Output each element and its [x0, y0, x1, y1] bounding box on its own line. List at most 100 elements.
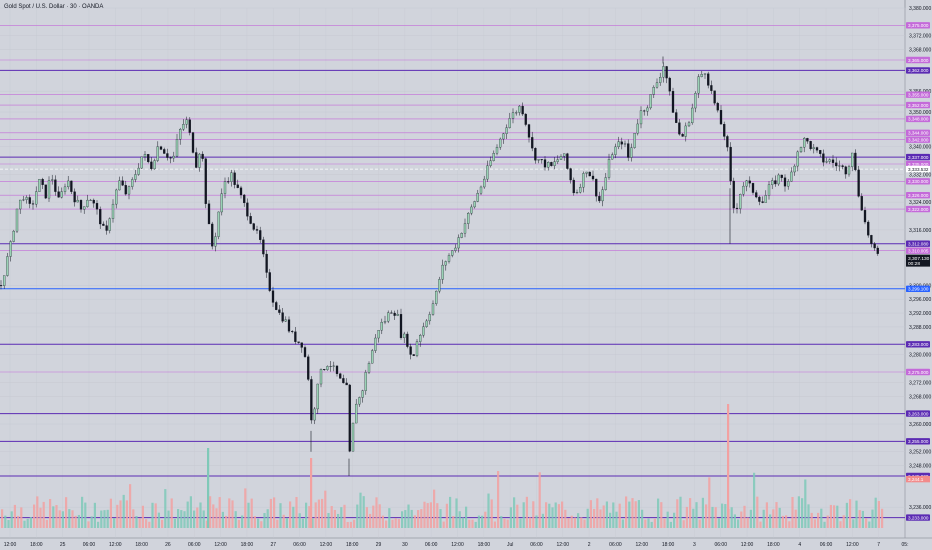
- candle-down: [54, 179, 57, 192]
- volume-bar: [698, 519, 701, 528]
- candle-up: [611, 154, 614, 160]
- candle-up: [607, 159, 611, 178]
- candle-down: [287, 319, 291, 332]
- volume-bar: [349, 521, 352, 528]
- candle-up: [358, 397, 361, 405]
- volume-bar: [161, 519, 164, 528]
- candle-up: [223, 181, 227, 194]
- volume-bar: [196, 507, 199, 528]
- level-label-box: [906, 67, 930, 74]
- y-tick-label: 3,340.000: [909, 145, 931, 151]
- volume-bar: [612, 502, 615, 528]
- candle-down: [569, 168, 572, 181]
- volume-bar: [36, 496, 39, 528]
- volume-bar: [26, 518, 29, 528]
- volume-bar: [183, 511, 186, 528]
- candle-up: [617, 141, 620, 148]
- candle-down: [521, 105, 524, 115]
- level-label-box: [906, 240, 930, 247]
- candle-up: [284, 319, 287, 322]
- volume-bar: [442, 521, 445, 528]
- volume-bar: [762, 509, 765, 528]
- candle-up: [799, 147, 803, 153]
- candle-up: [182, 124, 185, 130]
- volume-bar: [122, 494, 125, 528]
- candle-up: [767, 184, 771, 196]
- candle-down: [761, 201, 764, 203]
- volume-bar: [68, 509, 71, 528]
- candle-down: [627, 143, 630, 158]
- volume-bar: [529, 517, 532, 528]
- candle-up: [134, 174, 137, 180]
- volume-bar: [647, 518, 650, 528]
- candle-up: [377, 330, 380, 339]
- volume-bar: [874, 497, 877, 528]
- last-price-box: [906, 254, 930, 267]
- candle-down: [335, 365, 339, 374]
- volume-bar: [401, 511, 404, 528]
- volume-bar: [93, 502, 96, 528]
- candle-up: [771, 180, 774, 185]
- volume-bar: [177, 509, 180, 528]
- volume-bar: [858, 510, 861, 528]
- volume-bar: [708, 477, 711, 528]
- level-label-text: 3,344.000: [908, 131, 929, 136]
- volume-bar: [87, 521, 90, 528]
- volume-bar: [663, 518, 666, 528]
- level-label-text: 3,348.000: [908, 117, 929, 122]
- y-tick-label: 3,280.000: [909, 353, 931, 359]
- candle-up: [422, 326, 425, 336]
- candle-up: [127, 186, 131, 195]
- candle-up: [652, 87, 655, 95]
- volume-bar: [535, 515, 538, 528]
- x-tick-label: 3: [693, 542, 696, 548]
- volume-bar: [289, 501, 292, 528]
- volume-bar: [791, 497, 794, 528]
- volume-bar: [877, 501, 880, 528]
- candle-down: [588, 171, 591, 177]
- candle-up: [447, 255, 451, 262]
- level-label-box: [906, 192, 930, 199]
- candle-down: [348, 384, 351, 452]
- candle-up: [479, 186, 483, 194]
- volume-bar: [372, 505, 375, 528]
- candle-down: [707, 73, 710, 86]
- candle-down: [390, 312, 393, 314]
- candle-down: [735, 207, 739, 209]
- level-label-box: [906, 101, 930, 109]
- volume-bar: [573, 517, 576, 528]
- volume-bar: [365, 507, 368, 528]
- candle-up: [51, 179, 54, 181]
- volume-tag-text: 3,244.1: [908, 477, 924, 482]
- candle-down: [867, 221, 870, 236]
- volume-bar: [513, 497, 516, 528]
- candle-down: [409, 346, 412, 355]
- candle-down: [147, 154, 150, 163]
- candle-down: [863, 210, 867, 223]
- candle-up: [431, 303, 435, 315]
- candle-down: [668, 77, 671, 92]
- volume-bar: [564, 509, 567, 528]
- candle-down: [412, 354, 415, 356]
- candle-up: [470, 206, 473, 214]
- level-label-box: [906, 22, 930, 29]
- candle-down: [249, 216, 252, 224]
- volume-bar: [490, 499, 493, 528]
- volume-bar: [202, 510, 205, 528]
- level-label-box: [906, 160, 930, 168]
- volume-bar: [849, 499, 852, 528]
- candle-up: [703, 73, 707, 75]
- volume-bar: [410, 509, 413, 528]
- candle-down: [169, 157, 172, 159]
- level-label-box: [906, 129, 930, 136]
- volume-bar: [487, 493, 490, 528]
- candle-up: [694, 93, 697, 109]
- volume-bar: [660, 502, 663, 528]
- volume-bar: [279, 503, 282, 528]
- candle-up: [739, 194, 742, 209]
- volume-bar: [705, 504, 708, 528]
- candle-up: [623, 143, 627, 145]
- volume-bar: [509, 507, 512, 528]
- volume-bar: [628, 501, 631, 528]
